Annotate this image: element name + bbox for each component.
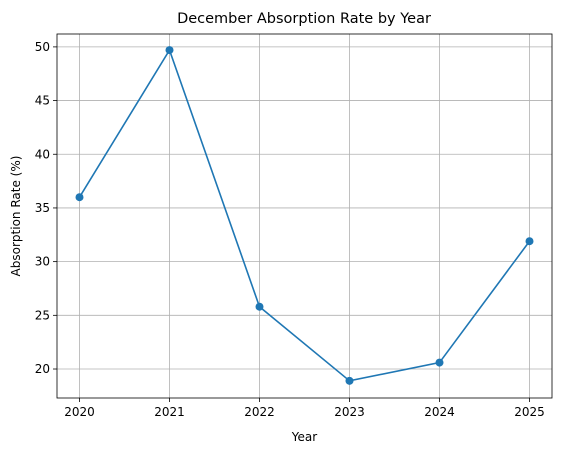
- plot-frame: [56, 33, 553, 399]
- y-tick-label: 30: [35, 255, 50, 269]
- y-tick-label: 50: [35, 40, 50, 54]
- x-tick-label: 2021: [154, 405, 185, 419]
- data-point: [525, 237, 534, 246]
- y-tick-label: 20: [35, 362, 50, 376]
- series-line: [78, 48, 531, 382]
- data-point: [255, 302, 264, 311]
- data-point: [165, 46, 174, 55]
- data-point: [75, 193, 84, 202]
- x-axis-label: Year: [291, 430, 317, 444]
- x-tick-label: 2023: [334, 405, 365, 419]
- data-point: [435, 358, 444, 367]
- y-tick-label: 35: [35, 201, 50, 215]
- x-tick-label: 2022: [244, 405, 275, 419]
- data-series: [75, 46, 534, 385]
- chart-title: December Absorption Rate by Year: [177, 11, 431, 27]
- x-tick-label: 2020: [64, 405, 95, 419]
- data-point: [345, 376, 354, 385]
- y-tick-label: 45: [35, 94, 50, 108]
- y-tick-label: 25: [35, 308, 50, 322]
- y-axis-label: Absorption Rate (%): [9, 156, 23, 277]
- x-tick-label: 2025: [514, 405, 545, 419]
- y-tick-label: 40: [35, 147, 50, 161]
- x-tick-label: 2024: [424, 405, 455, 419]
